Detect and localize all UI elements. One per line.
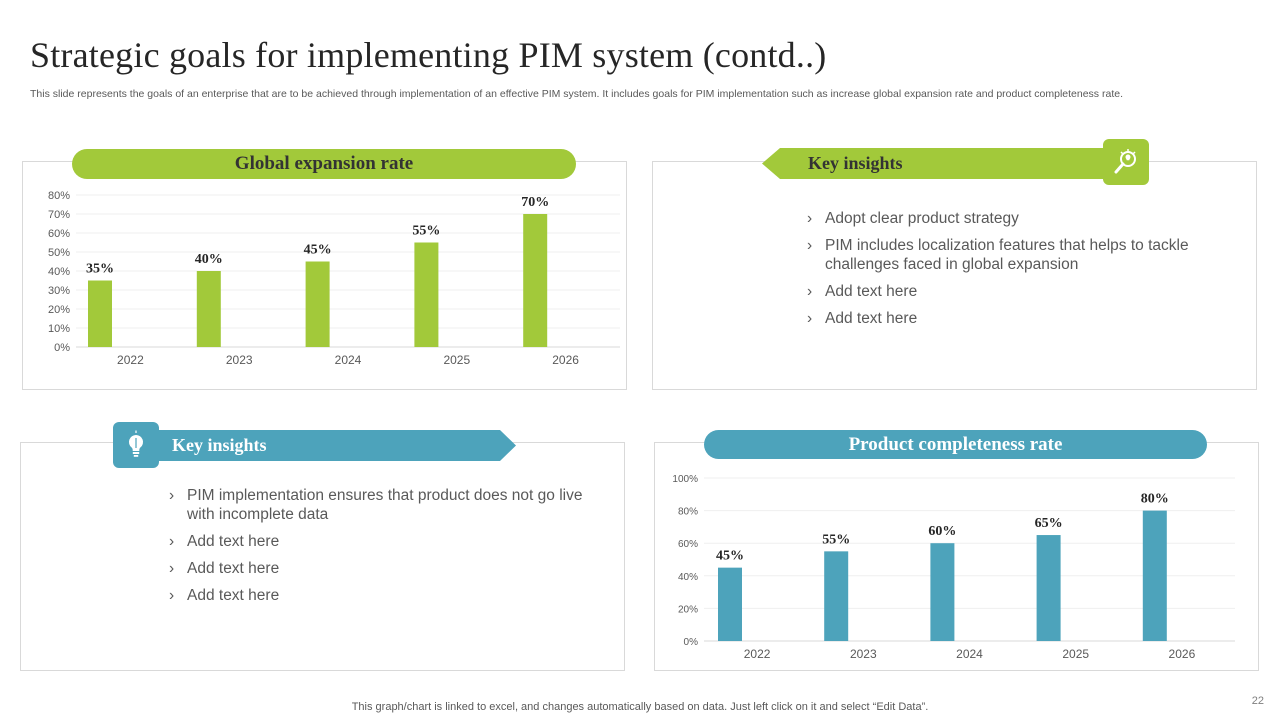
data-label: 35% [86,262,114,277]
bottom-insights-list: › PIM implementation ensures that product… [169,486,589,613]
x-tick-label: 2024 [956,647,983,661]
bar [88,280,112,347]
y-tick-label: 10% [48,323,70,335]
y-tick-label: 30% [48,285,70,297]
y-tick-label: 80% [48,190,70,202]
lightbulb-icon [128,430,144,457]
y-tick-label: 80% [678,507,698,518]
x-tick-label: 2023 [226,353,253,367]
data-label: 80% [1141,492,1169,507]
data-label: 60% [928,524,956,539]
product-completeness-chart[interactable]: 0% 20% 40% 60% 80% 100% 45% 2022 55% 2023 60% 2024 6… [662,464,1252,664]
list-item: › Add text here [169,587,280,604]
list-item: › Add text here [169,533,280,550]
top-insights-list: › Adopt clear product strategy › PIM inclu… [807,209,1207,336]
magnifier-bulb-icon [1114,149,1136,174]
y-tick-label: 40% [678,572,698,583]
list-item: › Add text here [169,560,280,577]
y-tick-label: 60% [48,228,70,240]
y-tick-label: 70% [48,209,70,221]
data-label: 55% [822,532,850,547]
bottom-insights-icon-box [113,422,159,468]
bottom-insights-panel [20,442,625,671]
x-tick-label: 2022 [744,647,771,661]
bar [718,567,742,641]
footer-note: This graph/chart is linked to excel, and… [351,701,929,713]
page-number: 22 [1251,695,1264,707]
y-tick-label: 60% [678,539,698,550]
y-tick-label: 0% [684,637,699,648]
x-tick-label: 2025 [1062,647,1089,661]
list-item: › Add text here [807,310,918,327]
list-item: › PIM implementation ensures that product… [169,487,583,523]
data-label: 45% [716,549,744,564]
data-label: 70% [521,195,549,210]
bar [1036,535,1061,641]
bar [414,242,439,347]
x-tick-label: 2024 [335,353,362,367]
global-expansion-chart[interactable]: 0% 10% 20% 30% 40% 50% 60% 70% 80% 35% 2022 40% 2023… [30,184,620,376]
slide-title: Strategic goals for implementing PIM sys… [30,35,827,75]
bar [1142,510,1167,641]
y-tick-label: 40% [48,266,70,278]
y-tick-label: 20% [678,604,698,615]
product-completeness-heading: Product completeness rate [704,430,1207,459]
bar [305,261,330,347]
list-item: › Adopt clear product strategy [807,210,1019,227]
top-insights-panel [652,161,1257,390]
x-tick-label: 2023 [850,647,877,661]
x-tick-label: 2026 [552,353,579,367]
y-tick-label: 50% [48,247,70,259]
bar [930,543,955,641]
global-expansion-heading: Global expansion rate [72,149,576,179]
list-item: › PIM includes localization features that… [807,237,1189,273]
list-item: › Add text here [807,283,918,300]
top-insights-heading: Key insights [762,148,1107,179]
data-label: 65% [1035,516,1063,531]
bottom-insights-heading: Key insights [158,430,516,461]
data-label: 55% [412,224,440,239]
bar [523,214,548,347]
x-tick-label: 2026 [1169,647,1196,661]
top-insights-icon-box [1103,139,1149,185]
x-tick-label: 2022 [117,353,144,367]
data-label: 45% [304,243,332,258]
y-tick-label: 20% [48,304,70,316]
y-tick-label: 100% [672,474,698,485]
bar [824,551,849,641]
x-tick-label: 2025 [443,353,470,367]
slide-subtitle: This slide represents the goals of an en… [30,88,1123,100]
bar [196,271,221,347]
data-label: 40% [195,252,223,267]
y-tick-label: 0% [54,342,70,354]
